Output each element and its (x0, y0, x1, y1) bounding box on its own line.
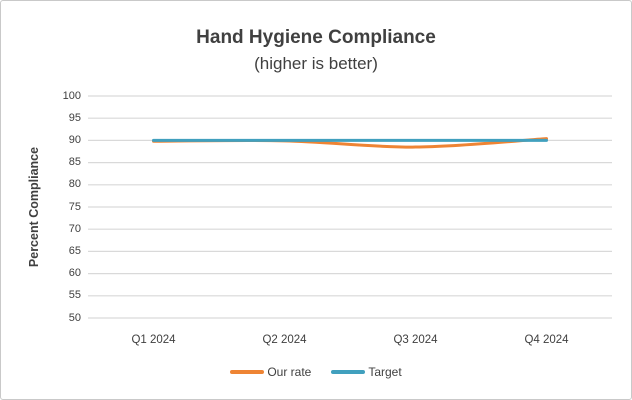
y-tick-label: 70 (68, 222, 81, 235)
y-tick-label: 100 (62, 89, 81, 102)
legend-label: Our rate (267, 365, 312, 379)
legend-swatch-our-rate (230, 370, 265, 374)
y-tick-label: 80 (68, 178, 81, 191)
chart-subtitle: (higher is better) (254, 54, 378, 73)
y-tick-label: 65 (68, 244, 81, 257)
legend-item-target: Target (331, 365, 402, 379)
chart-title: Hand Hygiene Compliance (196, 27, 436, 48)
legend: Our rate Target (1, 362, 631, 382)
y-tick-label: 60 (68, 267, 81, 280)
y-tick-label: 50 (68, 311, 81, 324)
y-tick-label: 55 (68, 289, 81, 302)
x-tick-label: Q3 2024 (393, 334, 438, 346)
x-tick-label: Q4 2024 (524, 334, 569, 346)
x-tick-label: Q1 2024 (131, 334, 176, 346)
y-tick-label: 95 (68, 111, 81, 124)
y-tick-label: 85 (68, 156, 81, 169)
y-tick-label: 90 (68, 133, 81, 146)
legend-swatch-target (331, 370, 366, 374)
y-tick-label: 75 (68, 200, 81, 213)
legend-label: Target (368, 365, 402, 379)
legend-item-our-rate: Our rate (230, 365, 311, 379)
x-tick-label: Q2 2024 (262, 334, 307, 346)
